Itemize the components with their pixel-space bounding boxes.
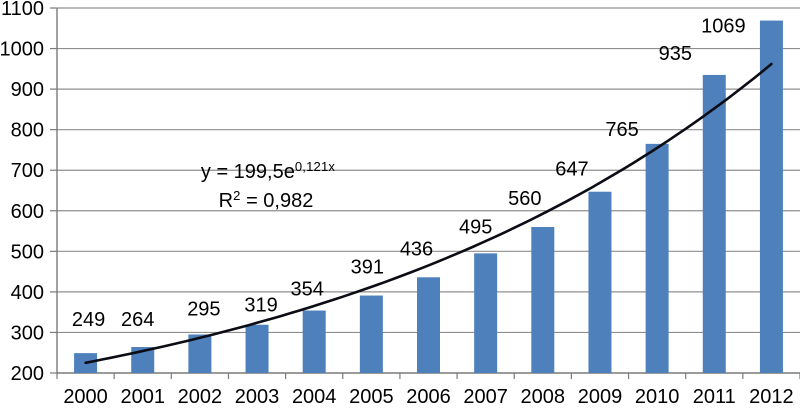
x-tick-label: 2010	[635, 386, 680, 408]
bar	[531, 227, 555, 373]
x-tick-label: 2007	[463, 386, 508, 408]
exponential-trendline	[84, 62, 773, 365]
y-tick-label: 1000	[0, 39, 44, 61]
data-label: 249	[72, 309, 105, 331]
data-label: 1069	[701, 16, 746, 38]
y-tick-label: 900	[11, 79, 44, 101]
r-squared-value: = 0,982	[240, 190, 314, 212]
x-tick-label: 2004	[292, 386, 337, 408]
r-squared-sup: 2	[233, 188, 241, 203]
data-label: 765	[605, 119, 638, 141]
x-tick-label: 2000	[63, 386, 108, 408]
x-tick-label: 2009	[578, 386, 623, 408]
x-tick-label: 2001	[120, 386, 165, 408]
x-tick-label: 2006	[406, 386, 451, 408]
x-tick-label: 2012	[749, 386, 794, 408]
bar	[759, 20, 783, 373]
bar	[474, 253, 498, 373]
bar	[702, 74, 726, 374]
x-tick-label: 2003	[235, 386, 280, 408]
y-tick-label: 700	[11, 160, 44, 182]
equation-exponent: 0,121x	[294, 159, 336, 174]
bar	[245, 324, 269, 373]
trendline-r-squared: R2 = 0,982	[151, 188, 381, 213]
data-label: 354	[291, 279, 324, 301]
x-tick-label: 2008	[521, 386, 566, 408]
data-label: 647	[555, 159, 588, 181]
x-tick-label: 2005	[349, 386, 394, 408]
data-label: 319	[244, 295, 277, 317]
bar	[588, 191, 612, 373]
bar	[417, 277, 440, 373]
data-label: 264	[121, 309, 154, 331]
data-label: 295	[187, 298, 220, 320]
data-label: 436	[400, 238, 433, 260]
bar	[645, 143, 669, 373]
y-tick-label: 200	[11, 363, 44, 385]
bar	[359, 295, 383, 373]
y-tick-label: 500	[11, 241, 44, 263]
equation-base: y = 199,5e	[200, 161, 295, 183]
data-label: 560	[508, 188, 541, 210]
y-tick-label: 1100	[1, 0, 44, 20]
data-label: 495	[459, 216, 492, 238]
x-tick-label: 2011	[693, 386, 736, 408]
bar	[188, 334, 212, 373]
y-tick-label: 800	[11, 120, 44, 142]
data-label: 391	[351, 257, 384, 279]
y-tick-label: 600	[11, 201, 44, 223]
y-tick-label: 300	[11, 322, 44, 344]
x-tick-label: 2002	[178, 386, 223, 408]
trendline-equation: y = 199,5e0,121x	[153, 159, 383, 184]
y-tick-label: 400	[11, 282, 44, 304]
data-label: 935	[659, 43, 692, 65]
bar	[302, 310, 326, 373]
r-squared-base: R	[218, 190, 234, 212]
